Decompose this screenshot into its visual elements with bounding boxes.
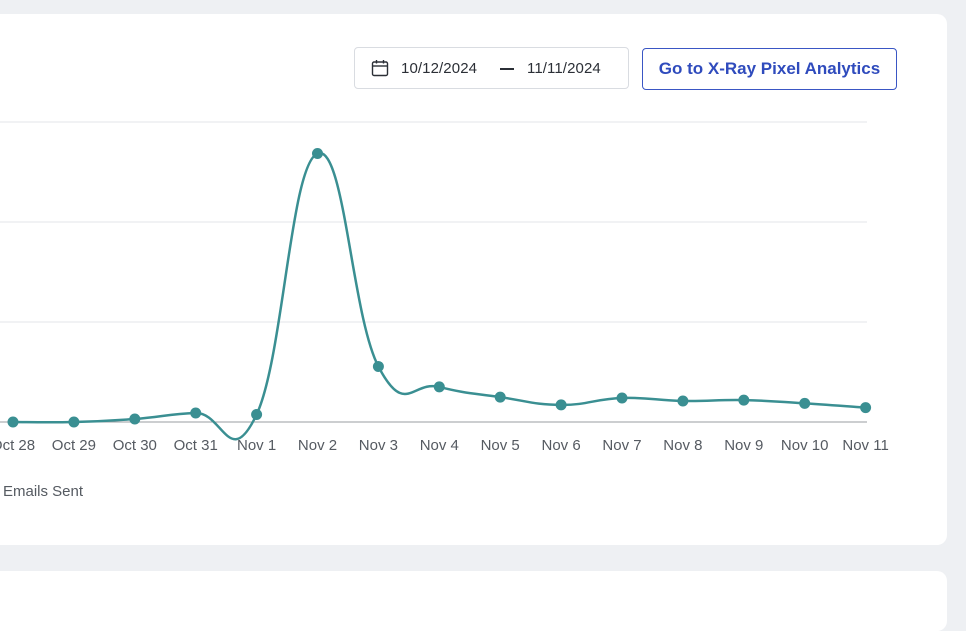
data-point-nov-1[interactable]	[251, 409, 263, 420]
start-date[interactable]: 10/12/2024	[401, 60, 478, 77]
x-tick-label: Nov 1	[237, 437, 276, 454]
end-date[interactable]: 11/11/2024	[527, 60, 601, 77]
data-point-oct-29[interactable]	[68, 416, 80, 428]
data-point-nov-3[interactable]	[372, 361, 384, 372]
data-point-oct-28[interactable]	[7, 416, 19, 428]
x-tick-label: Nov 4	[420, 437, 459, 454]
x-tick-label: Nov 2	[298, 437, 337, 454]
date-range-picker[interactable]: 10/12/2024 11/11/2024	[354, 47, 629, 89]
x-tick-label: Nov 3	[359, 437, 398, 454]
x-tick-label: Nov 10	[781, 437, 829, 454]
x-tick-label: Nov 7	[602, 437, 641, 454]
data-point-nov-5[interactable]	[494, 391, 506, 403]
emails-sent-line-chart: Oct 28 Oct 29 Oct 30 Oct 31 Nov 1 Nov 2 Nov 3 N…	[0, 121, 889, 454]
x-tick-label: Nov 11	[842, 437, 888, 454]
x-tick-label: Oct 29	[52, 437, 96, 454]
data-point-oct-31[interactable]	[190, 407, 202, 419]
data-point-nov-7[interactable]	[616, 392, 628, 404]
x-tick-label: Nov 5	[481, 437, 520, 454]
x-tick-label: Oct 31	[174, 437, 218, 454]
x-tick-label: Nov 6	[542, 437, 581, 454]
chart-card	[0, 14, 947, 545]
series-line-emails-sent	[12, 152, 866, 441]
data-point-nov-4[interactable]	[433, 381, 445, 393]
data-point-nov-11[interactable]	[860, 402, 872, 414]
data-point-nov-2[interactable]	[312, 148, 323, 159]
x-tick-label: Nov 9	[724, 437, 763, 454]
data-point-nov-6[interactable]	[555, 399, 567, 411]
data-point-oct-30[interactable]	[129, 413, 141, 425]
x-tick-label: Oct 28	[0, 437, 35, 454]
x-tick-label: Nov 8	[663, 437, 702, 454]
data-point-nov-10[interactable]	[799, 397, 811, 409]
x-tick-label: Oct 30	[113, 437, 157, 454]
calendar-icon	[371, 60, 389, 77]
date-separator	[500, 68, 514, 70]
legend-series-label[interactable]: Emails Sent	[3, 483, 84, 500]
data-point-nov-8[interactable]	[677, 395, 689, 407]
data-point-nov-9[interactable]	[738, 394, 750, 406]
xray-analytics-button[interactable]: Go to X-Ray Pixel Analytics	[642, 48, 897, 90]
